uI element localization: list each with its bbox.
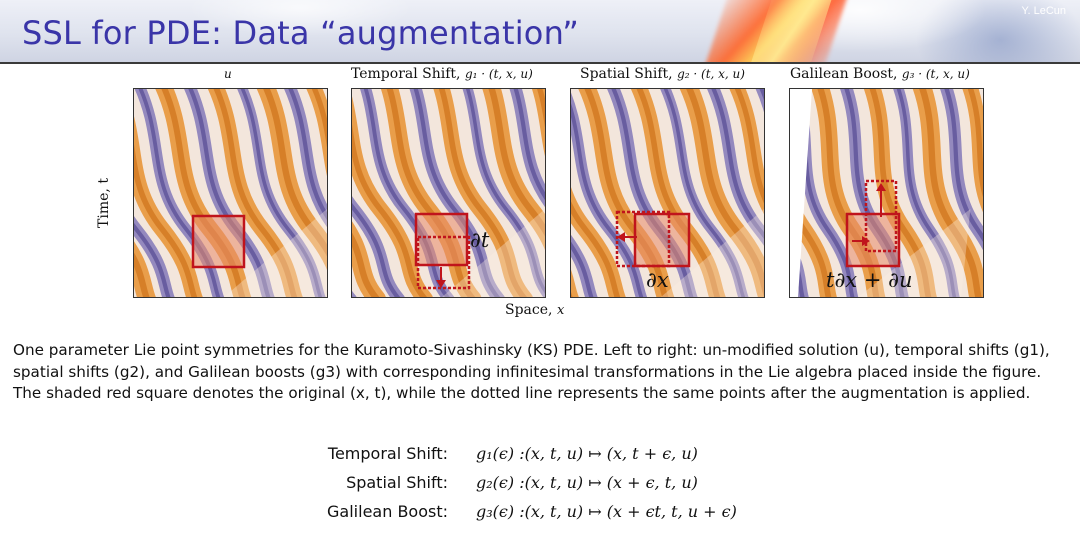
equation-name: Temporal Shift: [327, 444, 448, 463]
x-axis-label: Space, x [505, 302, 565, 318]
equation-formula: g₂(ϵ) :(x, t, u) ↦ (x + ϵ, t, u) [476, 473, 698, 492]
temporal-generator-label: ∂t [470, 228, 490, 252]
equation-name: Spatial Shift: [346, 473, 448, 492]
boost-arrow-head [876, 183, 886, 191]
original-square [191, 214, 246, 269]
boost-blank-edge [790, 89, 812, 297]
original-square [414, 212, 469, 267]
slide-title: SSL for PDE: Data “augmentation” [22, 14, 580, 52]
field-image-temporal [352, 89, 545, 297]
author-credit: Y. LeCun [1021, 5, 1066, 17]
boosted-region-dotted [864, 179, 898, 253]
equation-temporal-shift: Temporal Shift: g₁(ϵ) :(x, t, u) ↦ (x, t… [0, 444, 1080, 470]
y-axis-label: Time, t [96, 178, 112, 228]
panel-galilean-boost [789, 88, 984, 298]
equation-galilean-boost: Galilean Boost: g₃(ϵ) :(x, t, u) ↦ (x + … [0, 502, 1080, 528]
equation-name: Galilean Boost: [327, 502, 448, 521]
original-square [633, 212, 691, 268]
equation-formula: g₁(ϵ) :(x, t, u) ↦ (x, t + ϵ, u) [476, 444, 698, 463]
panel-spatial-shift [570, 88, 765, 298]
panel-title-spatial: Spatial Shift, g₂ · (t, x, u) [580, 66, 745, 82]
panel-title-temporal: Temporal Shift, g₁ · (t, x, u) [351, 66, 533, 82]
header-background [0, 0, 1080, 62]
panel-title-galilean: Galilean Boost, g₃ · (t, x, u) [790, 66, 970, 82]
equation-formula: g₃(ϵ) :(x, t, u) ↦ (x + ϵt, t, u + ϵ) [476, 502, 737, 521]
shifted-square-dotted [416, 235, 471, 290]
header-divider [0, 62, 1080, 64]
slide-header: SSL for PDE: Data “augmentation” Y. LeCu… [0, 0, 1080, 62]
panel-title-u: u [224, 67, 232, 81]
equation-spatial-shift: Spatial Shift: g₂(ϵ) :(x, t, u) ↦ (x + ϵ… [0, 473, 1080, 499]
shift-arrow-head [436, 280, 446, 288]
shifted-square-dotted [615, 210, 671, 268]
boost-arrow-head-2 [862, 236, 870, 246]
field-image-galilean [790, 89, 983, 297]
galilean-generator-label: t∂x + ∂u [826, 268, 913, 292]
field-image-spatial [571, 89, 764, 297]
panel-solution-u [133, 88, 328, 298]
field-image-u [134, 89, 327, 297]
figure-caption: One parameter Lie point symmetries for t… [13, 341, 1050, 402]
panel-temporal-shift [351, 88, 546, 298]
shift-arrow-head [617, 232, 625, 242]
spatial-generator-label: ∂x [646, 268, 669, 292]
